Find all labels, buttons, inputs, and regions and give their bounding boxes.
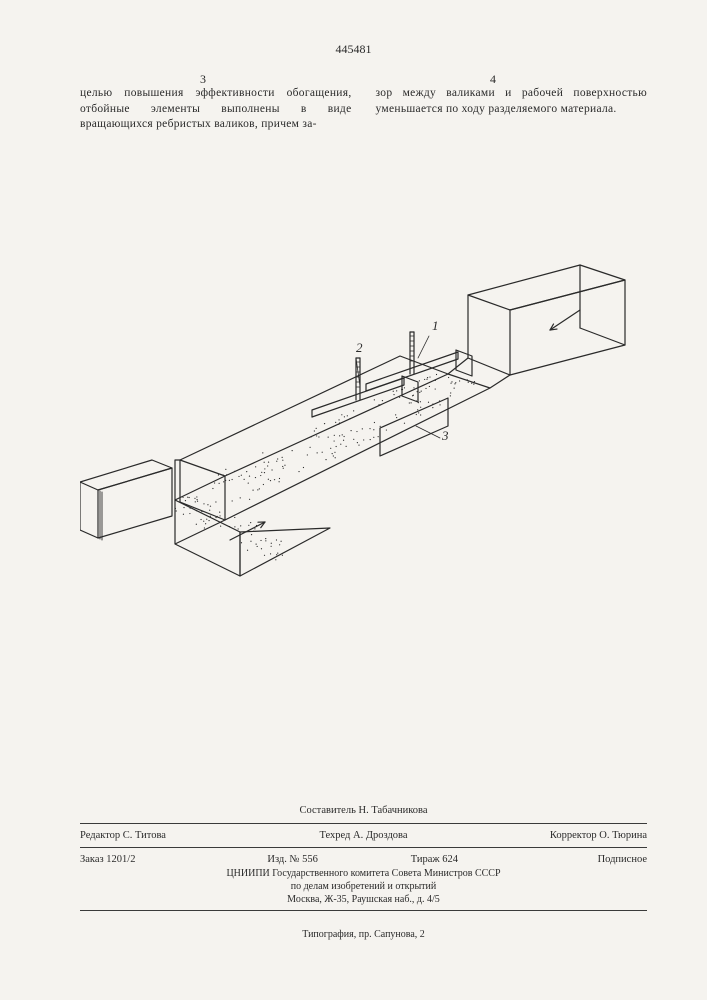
credit-row: Редактор С. Титова Техред А. Дроздова Ко… <box>80 828 647 843</box>
corrector: Корректор О. Тюрина <box>458 830 647 841</box>
editor: Редактор С. Титова <box>80 830 269 841</box>
column-number-right: 4 <box>490 72 496 87</box>
order-number: Заказ 1201/2 <box>80 854 222 865</box>
print-run: Тираж 624 <box>364 854 506 865</box>
column-right: зор между валиками и рабочей поверхность… <box>376 86 648 133</box>
column-left: целью повышения эффективности обогащения… <box>80 86 352 133</box>
svg-text:1: 1 <box>432 318 439 333</box>
svg-text:2: 2 <box>356 340 363 355</box>
divider <box>80 910 647 911</box>
column-number-left: 3 <box>200 72 206 87</box>
edition-number: Изд. № 556 <box>222 854 364 865</box>
org-line-1: ЦНИИПИ Государственного комитета Совета … <box>80 867 647 880</box>
patent-number: 445481 <box>336 42 372 57</box>
subscription: Подписное <box>505 854 647 865</box>
org-line-2: по делам изобретений и открытий <box>80 880 647 893</box>
composer-line: Составитель Н. Табачникова <box>80 805 647 819</box>
patent-figure: 1 2 3 <box>80 250 640 650</box>
printer-line: Типография, пр. Сапунова, 2 <box>80 929 647 940</box>
org-line-3: Москва, Ж-35, Раушская наб., д. 4/5 <box>80 893 647 906</box>
publication-row: Заказ 1201/2 Изд. № 556 Тираж 624 Подпис… <box>80 852 647 867</box>
body-text-columns: целью повышения эффективности обогащения… <box>80 86 647 133</box>
divider <box>80 823 647 824</box>
imprint-block: Составитель Н. Табачникова Редактор С. Т… <box>80 805 647 940</box>
techred: Техред А. Дроздова <box>269 830 458 841</box>
svg-text:3: 3 <box>441 428 449 443</box>
divider <box>80 847 647 848</box>
